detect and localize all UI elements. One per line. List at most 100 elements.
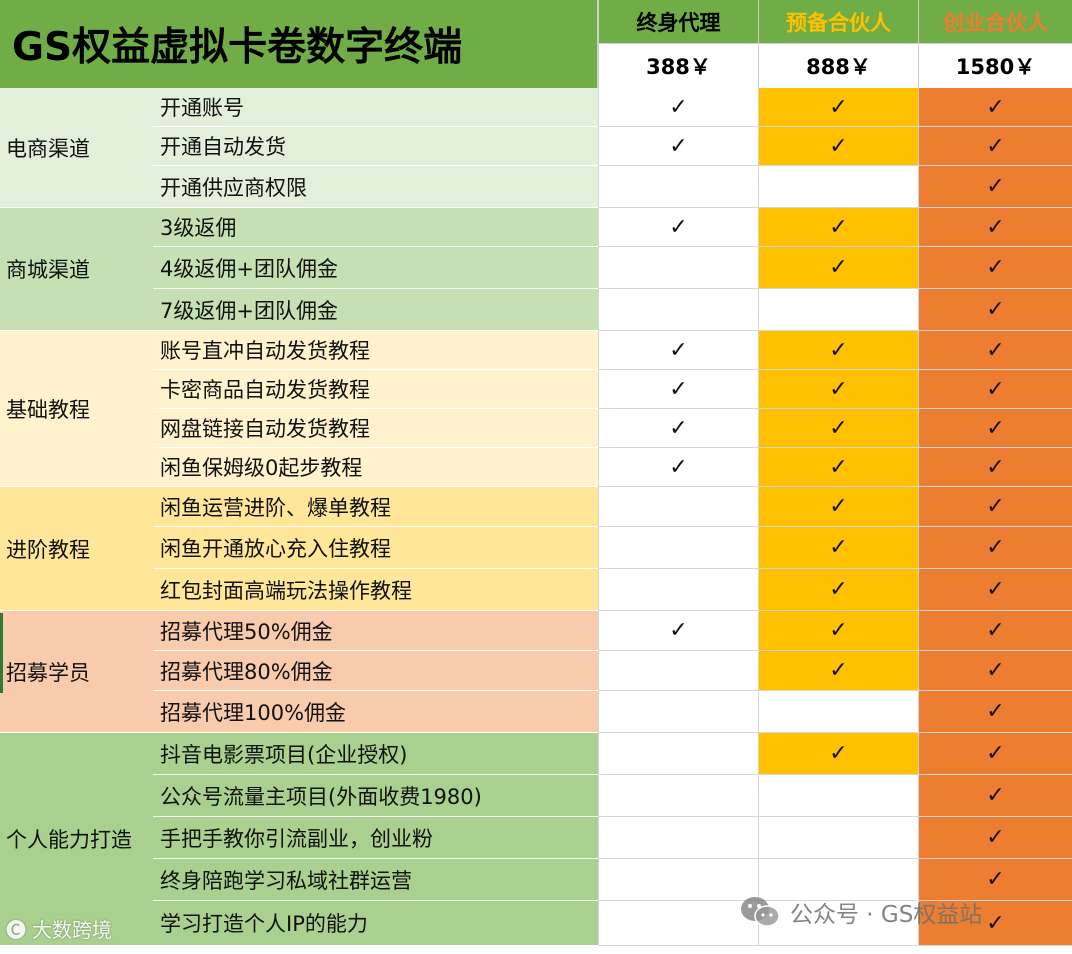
check-cell: ✓: [918, 127, 1072, 166]
check-cell: [598, 691, 758, 733]
check-mark-icon: ✓: [829, 415, 848, 441]
check-mark-icon: ✓: [669, 454, 688, 480]
check-mark-icon: ✓: [829, 454, 848, 480]
check-mark-icon: ✓: [986, 910, 1005, 936]
check-mark-icon: ✓: [829, 535, 848, 560]
check-cell: [758, 289, 918, 331]
check-cell: [598, 651, 758, 691]
check-mark-icon: ✓: [986, 535, 1005, 560]
check-mark-icon: ✓: [986, 454, 1005, 480]
left-accent-bar: [0, 613, 3, 693]
check-cell: ✓: [918, 448, 1072, 487]
check-cell: ✓: [918, 370, 1072, 409]
plan-price-3: 1580￥: [918, 43, 1072, 88]
check-cell: ✓: [918, 733, 1072, 775]
check-mark-icon: ✓: [986, 618, 1005, 643]
check-mark-icon: ✓: [986, 825, 1005, 850]
check-cell: ✓: [598, 370, 758, 409]
check-mark-icon: ✓: [829, 94, 848, 120]
check-mark-icon: ✓: [986, 174, 1005, 199]
check-cell: ✓: [758, 448, 918, 487]
check-cell: ✓: [918, 331, 1072, 370]
feature-label: 手把手教你引流副业，创业粉: [153, 817, 598, 859]
category-label: 进阶教程: [0, 487, 153, 611]
check-cell: [758, 691, 918, 733]
check-mark-icon: ✓: [669, 618, 688, 643]
check-mark-icon: ✓: [829, 337, 848, 363]
wechat-icon: [741, 897, 780, 927]
feature-label: 红包封面高端玩法操作教程: [153, 569, 598, 611]
check-cell: ✓: [758, 527, 918, 569]
check-cell: ✓: [918, 409, 1072, 448]
feature-label: 闲鱼运营进阶、爆单教程: [153, 487, 598, 527]
check-cell: ✓: [758, 208, 918, 247]
check-cell: [598, 289, 758, 331]
category-label: 商城渠道: [0, 208, 153, 331]
check-mark-icon: ✓: [986, 297, 1005, 322]
feature-label: 3级返佣: [153, 208, 598, 247]
check-mark-icon: ✓: [986, 94, 1005, 120]
check-mark-icon: ✓: [829, 494, 848, 519]
check-cell: ✓: [598, 448, 758, 487]
check-cell: ✓: [918, 775, 1072, 817]
feature-label: 账号直冲自动发货教程: [153, 331, 598, 370]
check-cell: ✓: [758, 569, 918, 611]
feature-label: 招募代理50%佣金: [153, 611, 598, 651]
check-cell: [598, 817, 758, 859]
check-cell: [598, 527, 758, 569]
feature-label: 闲鱼开通放心充入住教程: [153, 527, 598, 569]
check-cell: [598, 569, 758, 611]
check-cell: ✓: [918, 289, 1072, 331]
check-cell: ✓: [918, 611, 1072, 651]
check-cell: [598, 901, 758, 946]
check-mark-icon: ✓: [829, 133, 848, 159]
check-cell: ✓: [598, 409, 758, 448]
check-mark-icon: ✓: [669, 415, 688, 441]
feature-label: 学习打造个人IP的能力: [153, 901, 598, 946]
check-mark-icon: ✓: [986, 741, 1005, 766]
watermark-left-text: 大数跨境: [32, 918, 112, 942]
check-cell: ✓: [758, 88, 918, 127]
check-cell: [598, 775, 758, 817]
check-cell: ✓: [758, 370, 918, 409]
check-mark-icon: ✓: [829, 741, 848, 766]
feature-label: 网盘链接自动发货教程: [153, 409, 598, 448]
check-cell: ✓: [918, 208, 1072, 247]
feature-label: 抖音电影票项目(企业授权): [153, 733, 598, 775]
check-cell: ✓: [598, 127, 758, 166]
check-cell: [758, 166, 918, 208]
check-mark-icon: ✓: [986, 699, 1005, 724]
check-cell: [598, 247, 758, 289]
check-cell: ✓: [918, 859, 1072, 901]
check-mark-icon: ✓: [829, 658, 848, 683]
check-mark-icon: ✓: [986, 415, 1005, 441]
check-mark-icon: ✓: [986, 214, 1005, 240]
check-mark-icon: ✓: [669, 376, 688, 402]
check-cell: [758, 775, 918, 817]
feature-label: 终身陪跑学习私域社群运营: [153, 859, 598, 901]
check-cell: ✓: [758, 733, 918, 775]
category-label: 基础教程: [0, 331, 153, 487]
check-mark-icon: ✓: [986, 658, 1005, 683]
check-mark-icon: ✓: [669, 214, 688, 240]
watermark-logo-icon: 🅒: [6, 918, 26, 942]
watermark-right: 公众号 · GS权益站: [738, 892, 982, 932]
category-label: 招募学员: [0, 611, 153, 733]
feature-label: 闲鱼保姆级0起步教程: [153, 448, 598, 487]
feature-label: 开通自动发货: [153, 127, 598, 166]
check-cell: ✓: [758, 487, 918, 527]
check-mark-icon: ✓: [829, 577, 848, 602]
check-cell: ✓: [918, 527, 1072, 569]
check-mark-icon: ✓: [829, 618, 848, 643]
check-cell: ✓: [918, 901, 1072, 946]
check-cell: [758, 901, 918, 946]
check-cell: [598, 487, 758, 527]
check-cell: ✓: [758, 331, 918, 370]
check-cell: ✓: [918, 691, 1072, 733]
check-cell: ✓: [918, 88, 1072, 127]
feature-label: 公众号流量主项目(外面收费1980): [153, 775, 598, 817]
plan-name-1: 终身代理: [598, 0, 758, 43]
check-cell: [758, 859, 918, 901]
check-cell: ✓: [598, 88, 758, 127]
check-mark-icon: ✓: [986, 783, 1005, 808]
